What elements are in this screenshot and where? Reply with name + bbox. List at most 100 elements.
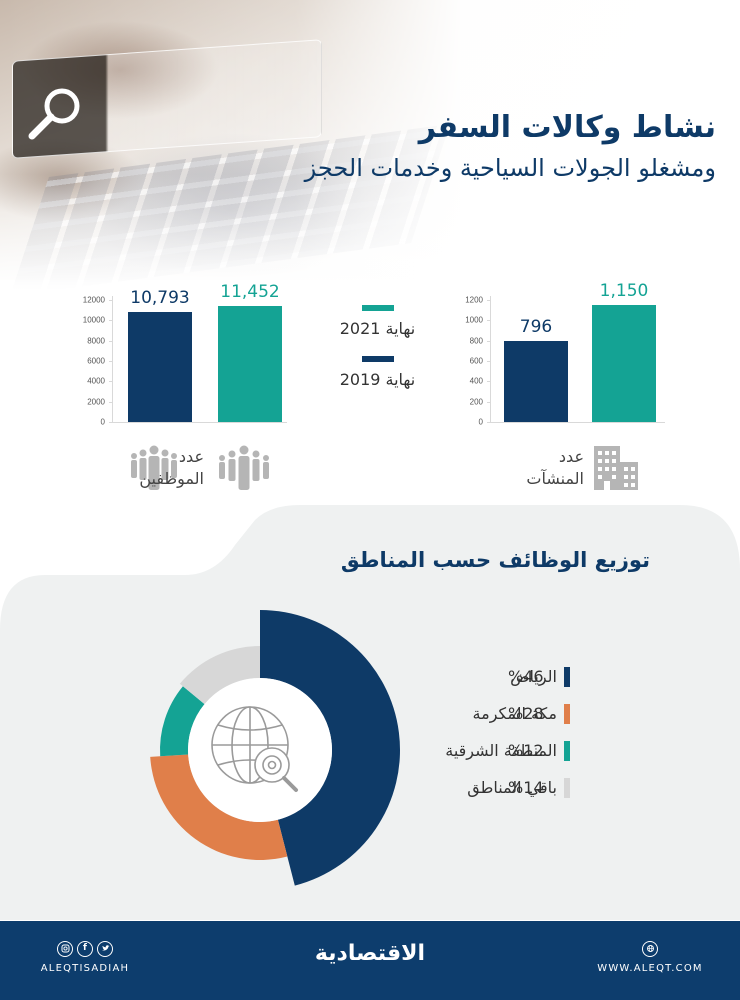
employees-caption: عدد الموظفين	[139, 446, 204, 490]
y-axis-tick	[487, 422, 491, 423]
twitter-icon[interactable]	[97, 941, 113, 957]
region-name: باقي المناطق	[467, 778, 557, 797]
y-axis-tick	[109, 401, 113, 403]
region-legend-row: %14 باقي المناطق	[440, 769, 655, 806]
x-axis-line	[112, 422, 287, 423]
region-legend: %46 الرياض %28 مكة المكرمة %12 المنطقة ا…	[440, 658, 655, 806]
segment-makkah	[150, 754, 288, 860]
bar-value-label: 11,452	[220, 281, 280, 302]
instagram-icon[interactable]	[57, 941, 73, 957]
employees-bar-chart: 0 2000 4000 6000 8000 10000 12000 10,793 11,452	[72, 282, 287, 436]
establishments-icon-wrap	[592, 444, 642, 496]
y-axis-tick	[109, 361, 113, 362]
y-axis-tick	[487, 381, 491, 383]
footer-social: f ALEQTISADIAH	[30, 941, 140, 974]
y-axis-tick-label: 1000	[465, 315, 483, 325]
bar-2019	[504, 341, 568, 422]
establishments-caption-line2: المنشآت	[526, 469, 584, 488]
y-axis-tick-label: 800	[469, 336, 483, 346]
region-pct: %14	[508, 778, 544, 797]
establishments-caption: عدد المنشآت	[526, 446, 584, 490]
people-group-icon	[219, 445, 269, 490]
globe-gear-search-icon	[211, 706, 298, 792]
hero-banner: نشاط وكالات السفر ومشغلو الجولات السياحي…	[0, 0, 740, 290]
facebook-icon[interactable]: f	[77, 941, 93, 957]
region-donut-chart	[150, 610, 401, 886]
building-icon	[594, 446, 638, 490]
region-swatch	[564, 666, 570, 687]
region-section-title: توزيع الوظائف حسب المناطق	[340, 548, 650, 572]
title-block: نشاط وكالات السفر ومشغلو الجولات السياحي…	[305, 108, 716, 186]
search-icon	[28, 88, 80, 140]
y-axis-tick	[109, 340, 113, 342]
y-axis-tick-label: 400	[469, 376, 483, 386]
region-pct: %28	[508, 704, 544, 723]
x-axis-line	[490, 422, 665, 423]
establishments-bar-chart: 0 200 400 600 800 1000 1200 796 1,150	[450, 281, 665, 436]
y-axis-line	[112, 296, 113, 422]
y-axis-tick-label: 2000	[87, 397, 105, 407]
region-pct: %46	[508, 667, 544, 686]
y-axis-tick-label: 12000	[82, 295, 105, 305]
y-axis-line	[490, 296, 491, 422]
region-pct: %12	[508, 741, 544, 760]
segment-riyadh	[260, 610, 401, 886]
establishments-caption-line1: عدد	[558, 447, 584, 466]
legend-swatch	[361, 305, 394, 311]
bar-value-label: 796	[519, 317, 553, 338]
donut-center	[188, 678, 332, 822]
page-subtitle: ومشغلو الجولات السياحية وخدمات الحجز	[304, 154, 716, 182]
y-axis-tick-label: 10000	[82, 315, 105, 325]
region-legend-row: %28 مكة المكرمة	[440, 695, 655, 732]
brand-logo: الاقتصادية	[314, 941, 426, 966]
footer-website: WWW.ALEQT.COM	[590, 941, 710, 974]
y-axis-tick-label: 8000	[87, 336, 105, 346]
y-axis-tick-label: 0	[478, 417, 483, 427]
page-title: نشاط وكالات السفر	[418, 110, 716, 145]
segment-eastern	[160, 686, 205, 757]
region-legend-row: %46 الرياض	[440, 658, 655, 695]
y-axis-tick-label: 200	[469, 397, 483, 407]
bar-value-label: 1,150	[599, 281, 649, 302]
bar-2021	[218, 305, 282, 422]
bar-value-label: 10,793	[130, 288, 190, 309]
y-axis-tick-label: 1200	[465, 295, 483, 305]
y-axis-tick-label: 4000	[87, 376, 105, 386]
legend-label: نهاية 2019	[339, 370, 416, 389]
employees-icon-wrap	[216, 444, 272, 496]
employees-label	[128, 444, 180, 492]
legend-item-2021: نهاية 2021	[325, 305, 430, 338]
legend-label: نهاية 2021	[339, 319, 416, 338]
social-handle[interactable]: ALEQTISADIAH	[40, 963, 130, 974]
website-link[interactable]: WWW.ALEQT.COM	[597, 963, 703, 974]
region-swatch	[564, 777, 570, 798]
footer: f ALEQTISADIAH الاقتصادية WWW.ALEQT.COM	[0, 921, 740, 1000]
y-axis-tick	[487, 340, 491, 342]
bar-2019	[128, 312, 192, 422]
y-axis-tick-label: 0	[100, 417, 105, 427]
region-name: المنطقة الشرقية	[445, 741, 557, 760]
social-icons: f	[30, 941, 140, 957]
y-axis-tick	[487, 401, 491, 403]
y-axis-tick	[487, 300, 491, 301]
people-group-icon	[131, 445, 177, 490]
y-axis-tick	[487, 361, 491, 362]
region-name: الرياض	[510, 667, 557, 686]
region-legend-row: %12 المنطقة الشرقية	[440, 732, 655, 769]
legend-swatch	[361, 356, 394, 362]
bar-2021	[592, 305, 656, 422]
y-axis-tick	[487, 320, 491, 322]
y-axis-tick	[109, 422, 113, 423]
region-name: مكة المكرمة	[472, 704, 557, 723]
employees-caption-line1: عدد	[178, 447, 204, 466]
y-axis-tick-label: 6000	[87, 356, 105, 366]
segment-other	[179, 646, 260, 705]
region-swatch	[564, 703, 570, 724]
legend-item-2019: نهاية 2019	[325, 356, 430, 389]
year-legend: نهاية 2021 نهاية 2019	[325, 305, 430, 407]
y-axis-tick	[109, 381, 113, 383]
region-swatch	[564, 740, 570, 761]
globe-icon	[642, 941, 658, 957]
y-axis-tick	[109, 300, 113, 301]
employees-caption-line2: الموظفين	[139, 469, 204, 488]
